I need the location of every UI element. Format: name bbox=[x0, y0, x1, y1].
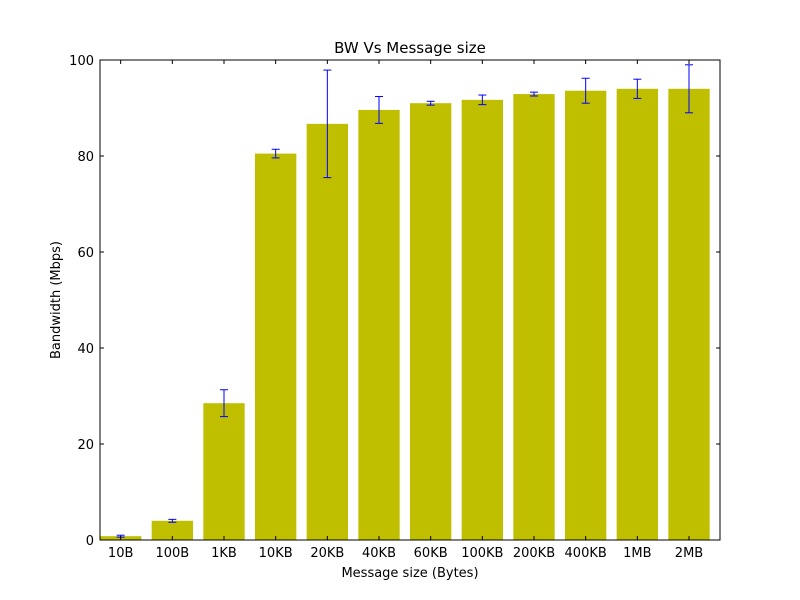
x-tick-label: 10B bbox=[108, 546, 133, 561]
bar-60kb bbox=[410, 103, 452, 540]
x-tick-label: 100KB bbox=[461, 546, 503, 561]
error-bar-1kb bbox=[220, 389, 228, 418]
x-tick-label: 40KB bbox=[362, 546, 396, 561]
error-bar-40kb bbox=[375, 95, 383, 124]
x-tick-label: 200KB bbox=[513, 546, 555, 561]
bar-200kb bbox=[513, 94, 555, 540]
y-axis-label: Bandwidth (Mbps) bbox=[49, 241, 64, 359]
x-tick-label: 10KB bbox=[259, 546, 293, 561]
x-tick-label: 1MB bbox=[623, 546, 651, 561]
x-tick-label: 20KB bbox=[310, 546, 344, 561]
x-tick-label: 60KB bbox=[414, 546, 448, 561]
bars-group bbox=[100, 88, 710, 541]
error-bar-2mb bbox=[685, 64, 693, 114]
x-axis: 10B 100B 1KB 10KB 20KB 40KB 60KB 100KB 200KB 400K… bbox=[108, 60, 703, 561]
chart-title: BW Vs Message size bbox=[334, 39, 486, 57]
bar-2mb bbox=[668, 88, 710, 541]
error-bar-1mb bbox=[633, 78, 642, 99]
y-tick-label: 40 bbox=[77, 342, 94, 357]
bar-20kb bbox=[306, 123, 348, 540]
bar-1mb bbox=[616, 88, 658, 541]
x-tick-label: 1KB bbox=[211, 546, 237, 561]
plot-frame bbox=[99, 59, 721, 541]
bar-10kb bbox=[255, 153, 297, 540]
bar-400kb bbox=[565, 90, 607, 540]
error-bar-60kb bbox=[426, 100, 435, 106]
y-tick-label: 0 bbox=[86, 534, 94, 549]
bar-1kb bbox=[203, 403, 245, 540]
x-tick-label: 400KB bbox=[565, 546, 607, 561]
x-tick-label: 100B bbox=[155, 546, 189, 561]
y-axis: 0 20 40 60 80 100 bbox=[69, 54, 720, 549]
bar-40kb bbox=[358, 109, 400, 541]
bar-100kb bbox=[461, 99, 503, 540]
error-bar-200kb bbox=[530, 91, 538, 97]
y-tick-label: 100 bbox=[69, 54, 94, 69]
y-tick-label: 80 bbox=[77, 150, 94, 165]
y-tick-label: 60 bbox=[77, 246, 94, 261]
y-tick-label: 20 bbox=[77, 438, 94, 453]
error-bar-20kb bbox=[323, 69, 332, 179]
x-tick-label: 2MB bbox=[675, 546, 703, 561]
bar-100b bbox=[151, 520, 193, 540]
error-bars-group bbox=[116, 64, 693, 538]
error-bar-10kb bbox=[271, 148, 280, 159]
error-bar-100kb bbox=[478, 94, 487, 106]
error-bar-100b bbox=[168, 518, 177, 523]
x-axis-label: Message size (Bytes) bbox=[341, 566, 478, 581]
error-bar-400kb bbox=[581, 77, 590, 104]
